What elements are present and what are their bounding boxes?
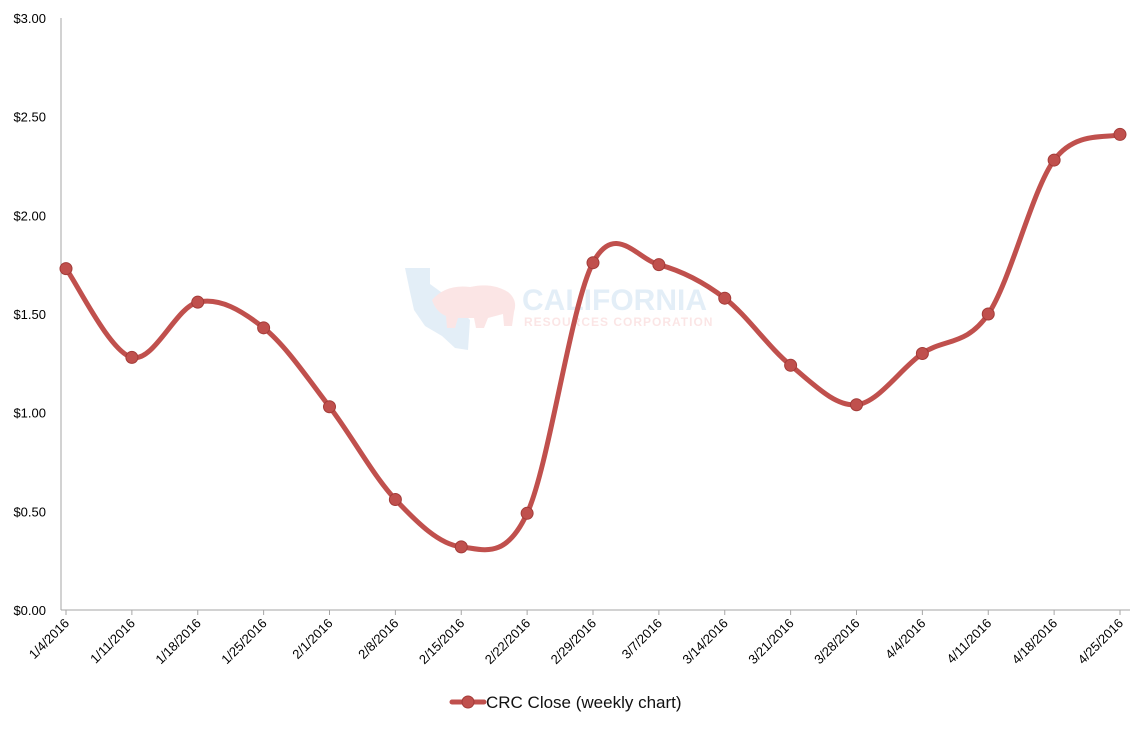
california-state-icon [405, 268, 470, 350]
data-point[interactable] [125, 350, 139, 364]
data-point[interactable] [850, 398, 863, 412]
x-tick-label: 2/22/2016 [482, 616, 534, 668]
watermark-subtitle: RESOURCES CORPORATION [524, 315, 713, 329]
data-point[interactable] [323, 400, 336, 414]
x-axis: 1/4/2016 1/11/2016 1/18/2016 1/25/2016 2/1/2… [26, 610, 1126, 667]
y-tick-label: $2.50 [13, 110, 46, 125]
x-tick-label: 3/21/2016 [745, 616, 797, 668]
data-point[interactable] [191, 295, 205, 309]
data-point[interactable] [784, 358, 798, 372]
bear-icon [432, 285, 516, 328]
watermark: CALIFORNIA RESOURCES CORPORATION [405, 268, 713, 350]
x-tick-label: 2/29/2016 [548, 616, 600, 668]
data-point[interactable] [388, 492, 402, 506]
legend: CRC Close (weekly chart) [449, 693, 682, 712]
x-tick-label: 2/15/2016 [416, 616, 468, 668]
y-tick-label: $3.00 [13, 11, 46, 26]
y-axis: $0.00 $0.50 $1.00 $1.50 $2.00 $2.50 $3.00 [13, 11, 46, 618]
y-tick-label: $0.50 [13, 504, 46, 519]
x-tick-label: 1/11/2016 [87, 616, 138, 667]
data-point[interactable] [59, 262, 73, 276]
x-tick-label: 1/25/2016 [218, 616, 270, 668]
y-tick-label: $2.00 [13, 208, 46, 223]
data-point[interactable] [520, 506, 534, 520]
data-point[interactable] [652, 258, 666, 272]
watermark-title: CALIFORNIA [522, 284, 707, 317]
y-tick-label: $1.50 [13, 307, 46, 322]
x-tick-label: 2/8/2016 [355, 616, 401, 662]
data-point[interactable] [454, 540, 468, 554]
data-point[interactable] [1047, 153, 1061, 167]
data-point[interactable] [981, 307, 995, 321]
x-tick-label: 4/18/2016 [1009, 616, 1061, 668]
y-tick-label: $1.00 [13, 406, 46, 421]
legend-marker-icon [461, 695, 475, 709]
data-point[interactable] [1113, 127, 1127, 141]
x-tick-label: 1/4/2016 [26, 616, 72, 662]
x-tick-label: 2/1/2016 [289, 616, 335, 662]
series-layer [59, 127, 1127, 554]
x-tick-label: 1/18/2016 [152, 616, 204, 668]
series-line [63, 131, 1123, 553]
x-tick-label: 4/25/2016 [1075, 616, 1127, 668]
x-tick-label: 3/7/2016 [619, 616, 665, 662]
x-tick-label: 3/14/2016 [679, 616, 731, 668]
y-tick-label: $0.00 [13, 603, 46, 618]
x-tick-label: 4/4/2016 [882, 616, 928, 662]
legend-label: CRC Close (weekly chart) [486, 693, 682, 712]
data-point[interactable] [586, 256, 600, 270]
x-tick-label: 3/28/2016 [811, 616, 863, 668]
data-point[interactable] [257, 321, 271, 335]
data-point[interactable] [718, 291, 732, 305]
data-point[interactable] [915, 346, 929, 360]
x-tick-label: 4/11/2016 [944, 616, 995, 667]
